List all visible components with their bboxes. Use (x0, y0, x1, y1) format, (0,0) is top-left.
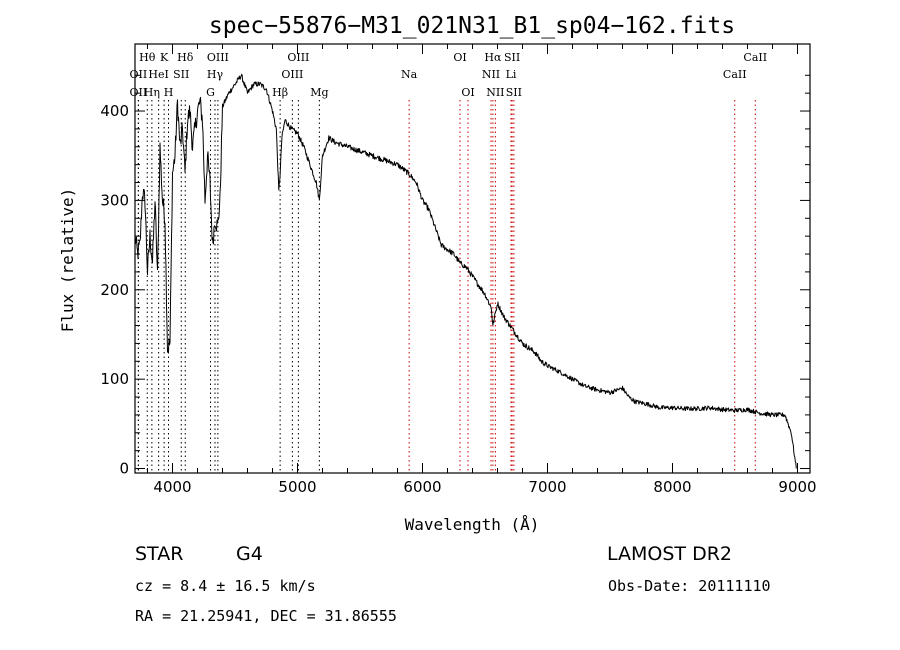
line-marker-label: Hδ (177, 51, 194, 64)
x-tick-label: 5000 (278, 478, 316, 496)
line-marker-label: OII (130, 86, 148, 99)
line-marker-label: Hα (484, 51, 502, 64)
line-marker-label: CaII (723, 68, 747, 81)
line-marker-label: SII (506, 86, 522, 99)
x-tick-label: 4000 (153, 478, 191, 496)
line-marker-label: SII (173, 68, 189, 81)
x-axis-label: Wavelength (Å) (405, 515, 540, 534)
line-marker-label: NII (486, 86, 504, 99)
chart-title: spec−55876−M31_021N31_B1_sp04−162.fits (209, 13, 735, 39)
axis-tick-labels: 4000 5000 6000 7000 8000 9000 0 100 200 300 400 (100, 102, 816, 496)
line-marker-label: K (160, 51, 169, 64)
observation-date: Obs-Date: 20111110 (608, 577, 771, 595)
x-tick-label: 9000 (778, 478, 816, 496)
y-tick-label: 0 (119, 460, 129, 478)
x-tick-label: 7000 (528, 478, 566, 496)
line-marker-label: HeI (148, 68, 168, 81)
line-marker-label: OIII (207, 51, 229, 64)
line-marker-label: SII (504, 51, 520, 64)
line-marker-label: Hβ (272, 86, 288, 99)
line-marker-label: CaII (743, 51, 767, 64)
line-marker-label: Hθ (139, 51, 156, 64)
line-marker-label: OI (461, 86, 474, 99)
line-marker-label: G (206, 86, 215, 99)
spectral-line-markers: Hθ OII OII K HeI Hη SII H Hδ OIII Hγ G OIII OIII Hβ Mg N… (130, 51, 767, 473)
axis-ticks (135, 44, 810, 473)
line-marker-label: Hγ (207, 68, 224, 81)
y-tick-label: 100 (100, 370, 129, 388)
line-marker-label: OII (130, 68, 148, 81)
line-marker-label: NII (482, 68, 500, 81)
y-tick-label: 300 (100, 191, 129, 209)
object-class: STAR (135, 543, 183, 565)
redshift-cz: cz = 8.4 ± 16.5 km/s (135, 577, 316, 595)
survey-name: LAMOST DR2 (607, 543, 732, 565)
x-tick-label: 8000 (653, 478, 691, 496)
spectrum-series-line (134, 73, 797, 469)
line-marker-label: Hη (144, 86, 160, 99)
line-marker-label: H (164, 86, 174, 99)
sky-coordinates: RA = 21.25941, DEC = 31.86555 (135, 607, 397, 625)
line-marker-label: OIII (281, 68, 303, 81)
y-tick-label: 400 (100, 102, 129, 120)
line-marker-label: OIII (287, 51, 309, 64)
plot-frame (134, 43, 811, 474)
line-marker-label: OI (453, 51, 466, 64)
y-axis-label: Flux (relative) (58, 188, 77, 333)
line-marker-label: Li (506, 68, 517, 81)
y-tick-label: 200 (100, 281, 129, 299)
x-tick-label: 6000 (403, 478, 441, 496)
object-subclass: G4 (236, 543, 263, 565)
line-marker-label: Mg (310, 86, 328, 99)
line-marker-label: Na (401, 68, 418, 81)
